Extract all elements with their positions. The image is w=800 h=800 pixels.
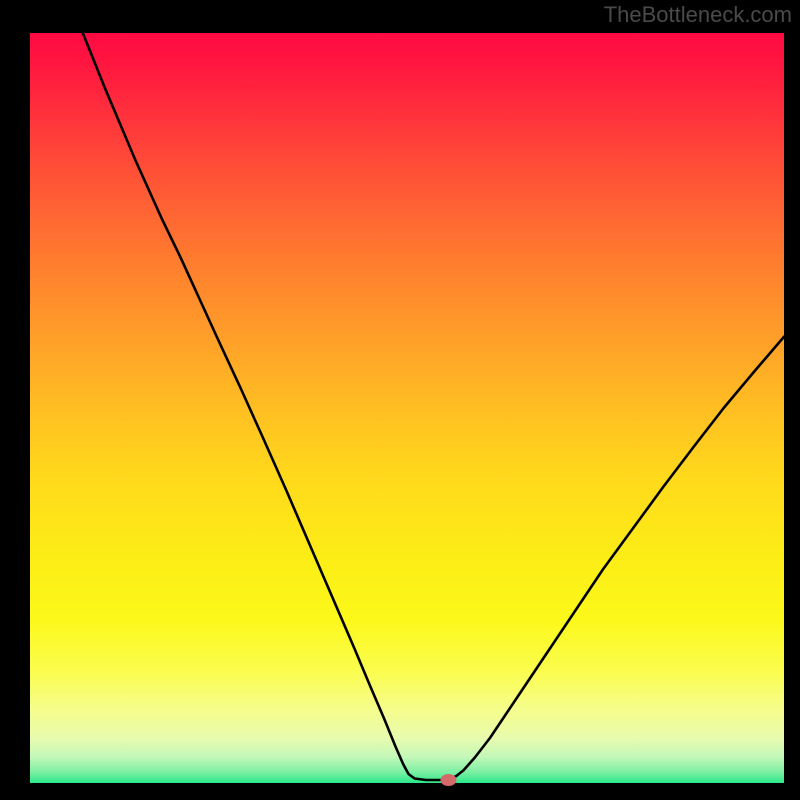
bottleneck-chart	[0, 0, 800, 800]
marker-dot	[440, 774, 456, 786]
chart-container: TheBottleneck.com	[0, 0, 800, 800]
watermark-text: TheBottleneck.com	[604, 2, 792, 28]
plot-area	[30, 33, 784, 783]
